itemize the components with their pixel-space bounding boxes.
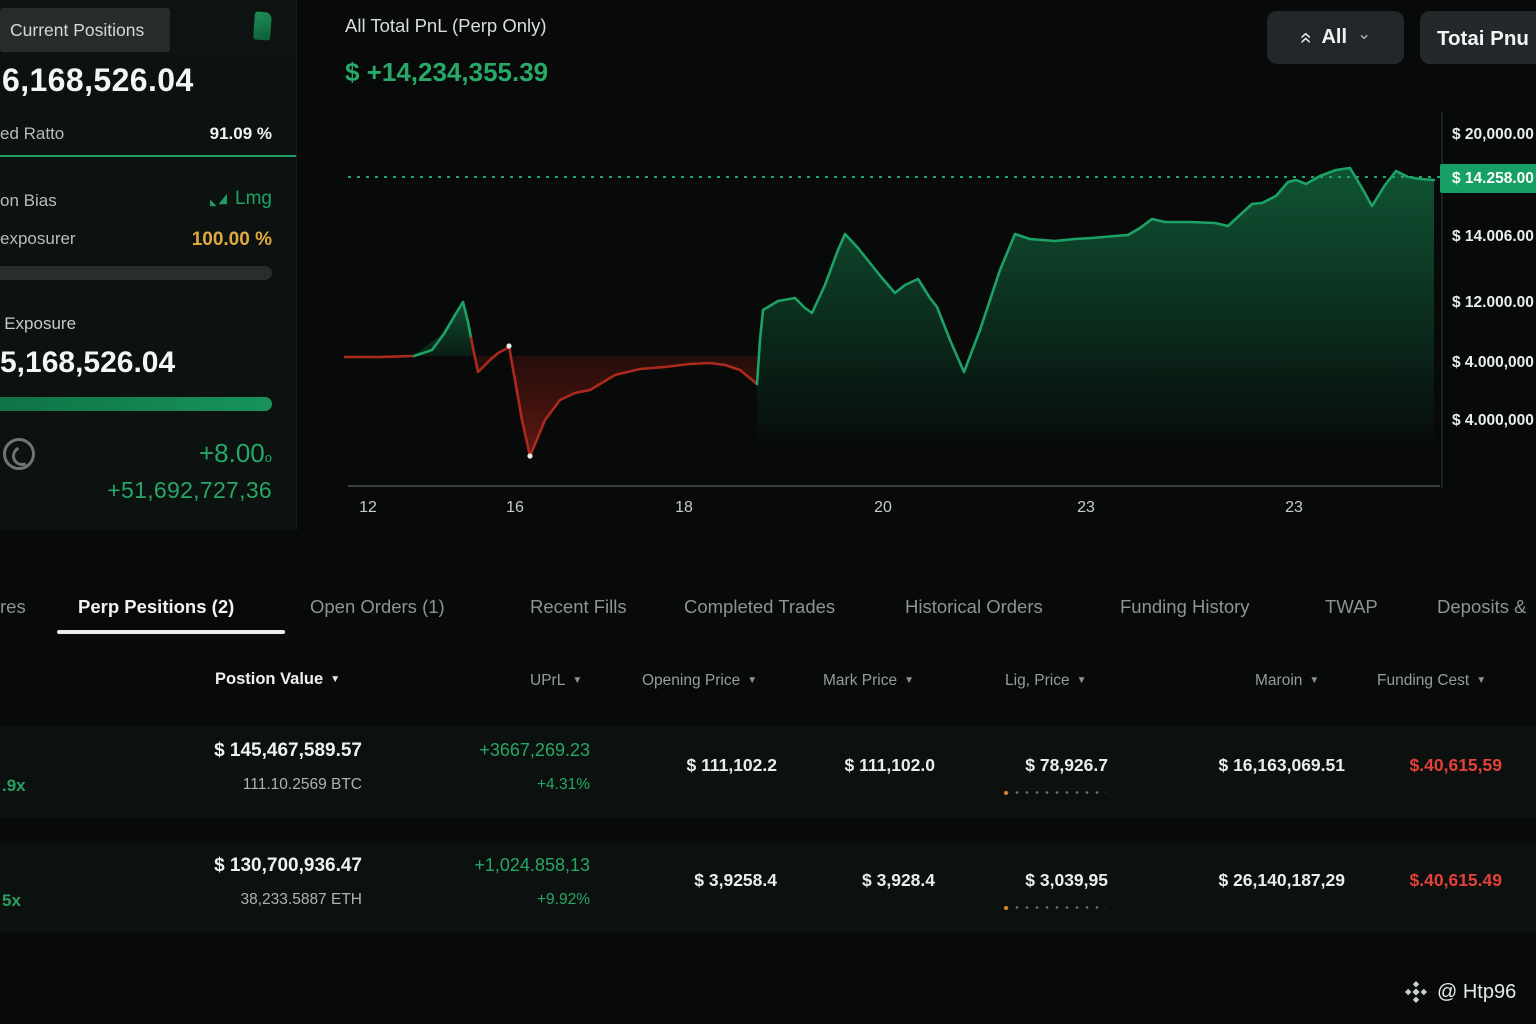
- sort-arrow-icon: ▼: [1476, 675, 1487, 686]
- change-percent: +8.00o: [198, 438, 272, 468]
- svg-text:16: 16: [506, 499, 524, 516]
- position-amount-cell: 111.10.2569 BTC: [242, 776, 362, 793]
- tab-res[interactable]: res: [0, 596, 26, 617]
- position-value-cell: $ 145,467,589.57: [214, 740, 362, 761]
- bias-row: on Bias Lmg: [0, 188, 272, 211]
- exposure-pct-value: 100.00 %: [191, 229, 272, 250]
- upnl-cell: +3667,269.23: [479, 740, 590, 760]
- svg-text:12: 12: [359, 499, 377, 516]
- watermark-handle: @ Htp96: [1437, 980, 1517, 1003]
- sort-arrow-icon: ▼: [572, 675, 583, 686]
- sort-arrow-icon: ▼: [330, 674, 341, 685]
- trend-up-icon: [210, 193, 227, 206]
- chart-right-edge: [1441, 112, 1443, 488]
- funding-cost-cell: $.40,615.49: [1409, 870, 1502, 890]
- exposure-bar-track: [0, 266, 272, 280]
- svg-text:18: 18: [675, 499, 693, 516]
- position-row-eth: 5x $ 130,700,936.47 38,233.5887 ETH +1,0…: [0, 841, 1536, 933]
- margin-cell: $ 16,163,069.51: [1218, 755, 1345, 775]
- y-axis-label: $ 4.000,000: [1452, 412, 1534, 429]
- positions-panel-header: Current Positions: [0, 0, 296, 58]
- chart-title: All Total PnL (Perp Only): [345, 15, 547, 36]
- exposure-pct-label: exposurer: [0, 229, 76, 248]
- active-tab-underline: [57, 630, 285, 634]
- exposure-value: 5,168,526.04: [0, 346, 176, 379]
- col-header-funding-cost[interactable]: Funding Cest ▼: [1377, 672, 1487, 689]
- opening-price-cell: $ 3,9258.4: [694, 870, 777, 890]
- position-row-btc: .9x $ 145,467,589.57 111.10.2569 BTC +36…: [0, 726, 1536, 818]
- chart-pnl-value: $ +14,234,355.39: [345, 57, 549, 87]
- opening-price-cell: $ 111,102.2: [686, 755, 777, 775]
- tab-perp-positions[interactable]: Perp Pesitions (2): [78, 596, 235, 617]
- tab-twap[interactable]: TWAP: [1325, 596, 1378, 617]
- filter-dropdown[interactable]: « All ⌄: [1267, 11, 1404, 64]
- filter-dropdown-label: All: [1321, 26, 1347, 48]
- chevron-down-icon: ⌄: [1357, 23, 1372, 43]
- total-pnl-button[interactable]: Totai Pnu: [1420, 11, 1536, 64]
- tab-completed-trades[interactable]: Completed Trades: [684, 596, 836, 617]
- tab-deposits[interactable]: Deposits &: [1437, 596, 1527, 617]
- liq-price-cell[interactable]: $ 3,039,95: [1025, 870, 1108, 890]
- svg-text:23: 23: [1285, 499, 1303, 516]
- upnl-pct-cell: +9.92%: [536, 891, 590, 908]
- tab-open-orders[interactable]: Open Orders (1): [310, 596, 445, 617]
- liq-price-cell[interactable]: $ 78,926.7: [1025, 755, 1108, 775]
- col-header-opening-price[interactable]: Opening Price ▼: [642, 672, 758, 689]
- y-axis-label: $ 20,000.00: [1452, 126, 1534, 143]
- sort-arrow-icon: ▼: [1076, 675, 1087, 686]
- upnl-pct-cell: +4.31%: [536, 776, 590, 793]
- position-amount-cell: 38,233.5887 ETH: [240, 891, 362, 908]
- total-positions-value: 6,168,526.04: [2, 62, 194, 98]
- exposure-pct-row: exposurer 100.00 %: [0, 229, 272, 250]
- mark-price-cell: $ 3,928.4: [862, 870, 935, 890]
- upnl-cell: +1,024.858,13: [474, 855, 590, 875]
- binance-logo-icon: [1405, 981, 1427, 1003]
- sort-arrow-icon: ▼: [1309, 675, 1320, 686]
- watermark: @ Htp96: [1404, 980, 1516, 1004]
- liq-price-dotted-underline: [1004, 905, 1106, 910]
- tab-historical-orders[interactable]: Historical Orders: [905, 596, 1043, 617]
- margin-cell: $ 26,140,187,29: [1218, 870, 1345, 890]
- green-divider: [0, 155, 296, 157]
- bottom-tab-bar: res Perp Pesitions (2) Open Orders (1) R…: [0, 578, 1536, 636]
- svg-text:23: 23: [1077, 499, 1095, 516]
- coin-icon: [3, 438, 35, 470]
- ratio-value: 91.09 %: [209, 124, 272, 143]
- sort-arrow-icon: ▼: [747, 675, 758, 686]
- ratio-label: ed Ratto: [0, 124, 65, 143]
- svg-text:20: 20: [874, 499, 892, 516]
- col-header-position-value[interactable]: Postion Value ▼: [215, 670, 341, 688]
- ratio-row: ed Ratto 91.09 %: [0, 124, 272, 144]
- y-axis-label: $ 14.006.00: [1452, 228, 1534, 245]
- position-value-cell: $ 130,700,936.47: [214, 855, 362, 876]
- y-axis-label: $ 12.000.00: [1452, 294, 1534, 311]
- col-header-liq-price[interactable]: Lig, Price ▼: [1005, 672, 1087, 689]
- positions-panel: Current Positions 6,168,526.04 ed Ratto …: [0, 0, 297, 530]
- liq-price-dotted-underline: [1004, 790, 1106, 795]
- col-header-margin[interactable]: Maroin ▼: [1255, 672, 1320, 689]
- col-header-mark-price[interactable]: Mark Price ▼: [823, 672, 914, 689]
- y-axis-label: $ 4.000,000: [1452, 354, 1534, 371]
- mark-price-cell: $ 111,102.0: [844, 755, 935, 775]
- exposure-bar-fill: [0, 397, 272, 411]
- book-icon[interactable]: [253, 11, 272, 41]
- tab-recent-fills[interactable]: Recent Fills: [530, 596, 627, 617]
- sort-arrow-icon: ▼: [904, 675, 914, 686]
- leverage-badge: 5x: [2, 891, 21, 910]
- bias-label: on Bias: [0, 191, 57, 210]
- tab-funding-history[interactable]: Funding History: [1120, 596, 1250, 617]
- current-positions-tab[interactable]: Current Positions: [0, 8, 170, 52]
- col-header-upnl[interactable]: UPrL ▼: [530, 672, 583, 689]
- exposure-label: s Exposure: [0, 314, 77, 333]
- funding-cost-cell: $.40,615,59: [1409, 755, 1502, 775]
- double-chevron-icon: «: [1294, 31, 1318, 44]
- current-value-badge: $ 14.258.00: [1440, 164, 1536, 193]
- leverage-badge: .9x: [2, 776, 26, 795]
- bias-value: Lmg: [209, 188, 272, 210]
- change-value: +51,692,727,36: [107, 477, 272, 503]
